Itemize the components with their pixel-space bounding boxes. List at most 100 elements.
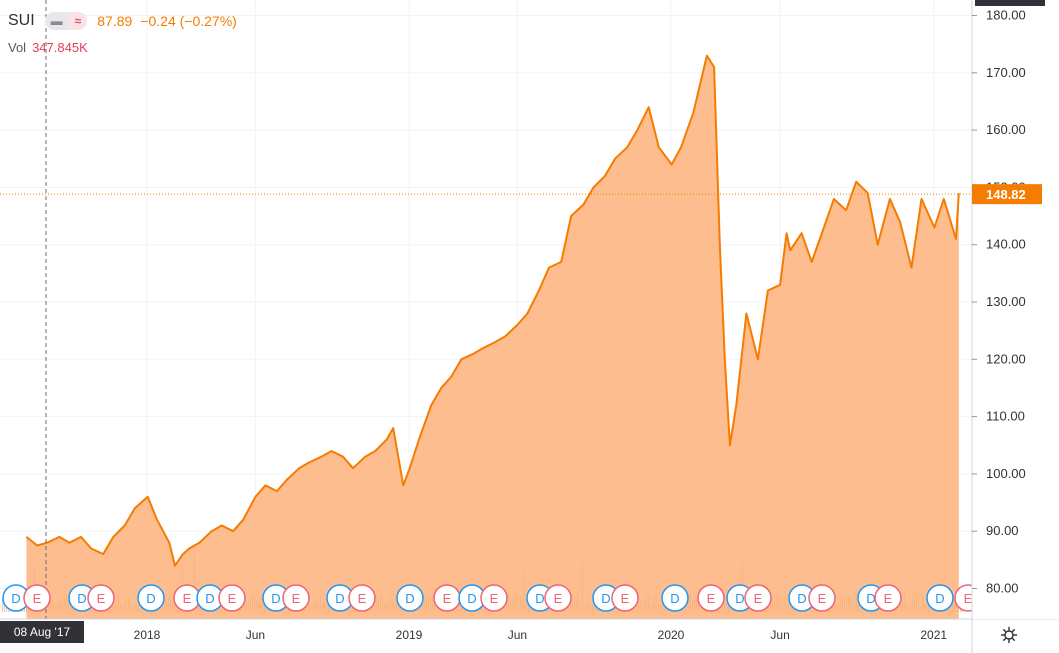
legend-price: 87.89 xyxy=(97,13,133,29)
earnings-marker[interactable]: E xyxy=(282,584,310,612)
marker-circle[interactable] xyxy=(480,584,508,612)
current-price-tag xyxy=(972,184,1042,205)
volume-bar xyxy=(4,604,5,612)
price-area xyxy=(26,55,959,620)
marker-circle[interactable] xyxy=(218,584,246,612)
x-tick-label: 2020 xyxy=(658,628,685,642)
marker-circle[interactable] xyxy=(137,584,165,612)
volume-label: Vol xyxy=(8,39,27,55)
crosshair-date-label: 08 Aug '17 xyxy=(0,621,84,643)
earnings-marker[interactable]: E xyxy=(874,584,902,612)
x-tick-label: 2019 xyxy=(396,628,423,642)
x-axis-panel xyxy=(0,619,972,653)
marker-letter[interactable]: D xyxy=(205,591,214,606)
marker-circle[interactable] xyxy=(611,584,639,612)
marker-letter[interactable]: D xyxy=(935,591,944,606)
y-tick-label: 130.00 xyxy=(986,294,1026,309)
marker-letter[interactable]: D xyxy=(601,591,610,606)
marker-letter[interactable]: E xyxy=(490,591,499,606)
y-tick-label: 180.00 xyxy=(986,8,1026,23)
y-tick-label: 80.00 xyxy=(986,581,1019,596)
x-tick-label: Jun xyxy=(246,628,265,642)
earnings-marker[interactable]: E xyxy=(433,584,461,612)
marker-letter[interactable]: E xyxy=(292,591,301,606)
marker-circle[interactable] xyxy=(348,584,376,612)
marker-circle[interactable] xyxy=(87,584,115,612)
marker-letter[interactable]: D xyxy=(146,591,155,606)
marker-circle[interactable] xyxy=(396,584,424,612)
marker-letter[interactable]: E xyxy=(554,591,563,606)
marker-circle[interactable] xyxy=(661,584,689,612)
earnings-marker[interactable]: E xyxy=(697,584,725,612)
marker-letter[interactable]: D xyxy=(866,591,875,606)
earnings-marker[interactable]: E xyxy=(173,584,201,612)
current-price-label: 148.82 xyxy=(986,187,1026,202)
y-tick-label: 140.00 xyxy=(986,237,1026,252)
earnings-marker[interactable]: E xyxy=(348,584,376,612)
y-axis-top-label xyxy=(975,0,1045,6)
marker-letter[interactable]: D xyxy=(535,591,544,606)
series-toggle-icon[interactable]: ▬ xyxy=(44,12,69,30)
dividend-marker[interactable]: D xyxy=(137,584,165,612)
x-tick-label: 2018 xyxy=(134,628,161,642)
dividend-marker[interactable]: D xyxy=(926,584,954,612)
price-line xyxy=(25,54,960,567)
marker-letter[interactable]: E xyxy=(707,591,716,606)
y-tick-label: 90.00 xyxy=(986,523,1019,538)
marker-letter[interactable]: D xyxy=(467,591,476,606)
marker-circle[interactable] xyxy=(23,584,51,612)
marker-letter[interactable]: D xyxy=(11,591,20,606)
marker-letter[interactable]: E xyxy=(228,591,237,606)
marker-letter[interactable]: E xyxy=(358,591,367,606)
legend-main-row: SUI ▬ ≈ 87.89 −0.24 (−0.27%) xyxy=(8,8,237,34)
earnings-marker[interactable]: E xyxy=(87,584,115,612)
dividend-marker[interactable]: D xyxy=(396,584,424,612)
marker-letter[interactable]: E xyxy=(183,591,192,606)
y-axis-panel xyxy=(972,0,1059,619)
settings-button[interactable] xyxy=(996,624,1022,646)
marker-letter[interactable]: D xyxy=(271,591,280,606)
earnings-marker[interactable]: E xyxy=(544,584,572,612)
gear-icon[interactable] xyxy=(1000,626,1018,644)
earnings-marker[interactable]: E xyxy=(218,584,246,612)
marker-circle[interactable] xyxy=(874,584,902,612)
marker-letter[interactable]: E xyxy=(621,591,630,606)
marker-letter[interactable]: E xyxy=(443,591,452,606)
marker-circle[interactable] xyxy=(282,584,310,612)
dividend-marker[interactable]: D xyxy=(2,584,30,612)
earnings-marker[interactable]: E xyxy=(611,584,639,612)
marker-letter[interactable]: D xyxy=(335,591,344,606)
marker-letter[interactable]: E xyxy=(884,591,893,606)
symbol-label: SUI xyxy=(8,12,35,29)
legend-controls[interactable]: ▬ ≈ xyxy=(44,12,88,30)
compare-icon[interactable]: ≈ xyxy=(68,12,88,30)
marker-circle[interactable] xyxy=(926,584,954,612)
earnings-marker[interactable]: E xyxy=(23,584,51,612)
marker-letter[interactable]: E xyxy=(33,591,42,606)
marker-letter[interactable]: D xyxy=(797,591,806,606)
marker-letter[interactable]: E xyxy=(818,591,827,606)
marker-circle[interactable] xyxy=(808,584,836,612)
y-tick-label: 120.00 xyxy=(986,351,1026,366)
y-tick-label: 170.00 xyxy=(986,65,1026,80)
y-tick-label: 110.00 xyxy=(986,409,1025,424)
marker-circle[interactable] xyxy=(697,584,725,612)
earnings-marker[interactable]: E xyxy=(744,584,772,612)
marker-letter[interactable]: D xyxy=(670,591,679,606)
dividend-marker[interactable]: D xyxy=(661,584,689,612)
marker-letter[interactable]: E xyxy=(964,591,973,606)
earnings-marker[interactable]: E xyxy=(480,584,508,612)
marker-circle[interactable] xyxy=(744,584,772,612)
earnings-marker[interactable]: E xyxy=(808,584,836,612)
marker-letter[interactable]: E xyxy=(97,591,106,606)
y-tick-label: 160.00 xyxy=(986,122,1026,137)
marker-letter[interactable]: D xyxy=(77,591,86,606)
marker-letter[interactable]: E xyxy=(754,591,763,606)
marker-letter[interactable]: D xyxy=(405,591,414,606)
chart-legend: SUI ▬ ≈ 87.89 −0.24 (−0.27%) Vol 347.845… xyxy=(8,8,237,60)
volume-bar xyxy=(2,599,3,612)
marker-letter[interactable]: D xyxy=(735,591,744,606)
marker-circle[interactable] xyxy=(544,584,572,612)
x-tick-label: Jun xyxy=(508,628,527,642)
